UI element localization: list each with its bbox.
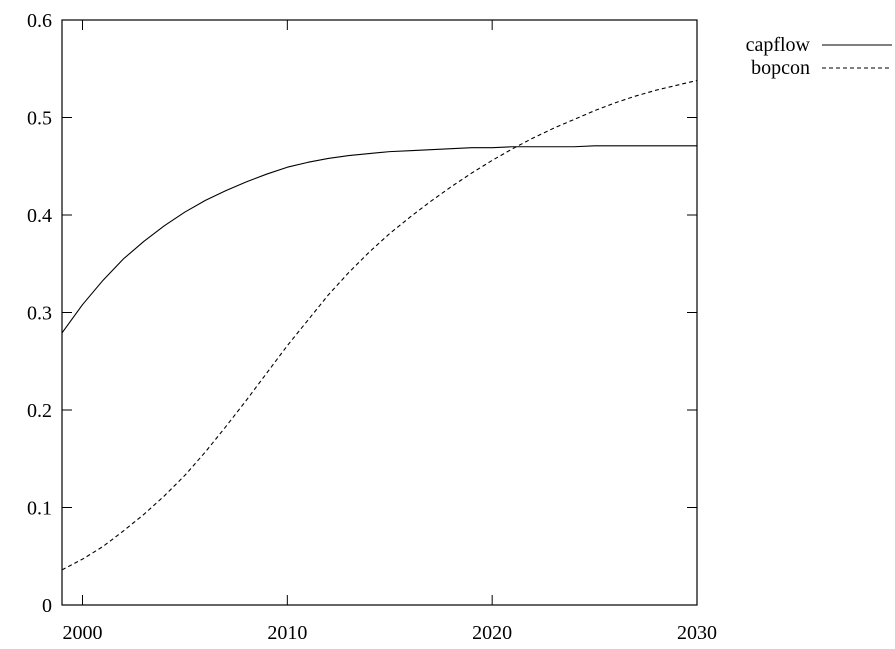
x-tick-label: 2030 (677, 622, 717, 644)
legend-label-capflow: capflow (746, 34, 811, 56)
x-tick-label: 2000 (62, 622, 102, 644)
y-tick-label: 0.2 (27, 400, 52, 422)
y-tick-label: 0 (42, 595, 52, 617)
x-tick-label: 2020 (472, 622, 512, 644)
series-line-bopcon (61, 79, 698, 571)
series-layer (61, 79, 698, 571)
legend-label-bopcon: bopcon (751, 57, 810, 79)
x-tick-label: 2010 (267, 622, 307, 644)
y-tick-label: 0.6 (27, 10, 52, 32)
y-tick-label: 0.3 (27, 303, 52, 325)
ticks-layer: 0 0.1 0.2 0.3 0.4 0.5 0.6 2000 2010 2020 2030 (27, 10, 717, 644)
y-tick-label: 0.1 (27, 498, 52, 520)
y-tick-label: 0.4 (27, 205, 52, 227)
series-line-capflow (61, 145, 697, 334)
y-tick-label: 0.5 (27, 108, 52, 130)
